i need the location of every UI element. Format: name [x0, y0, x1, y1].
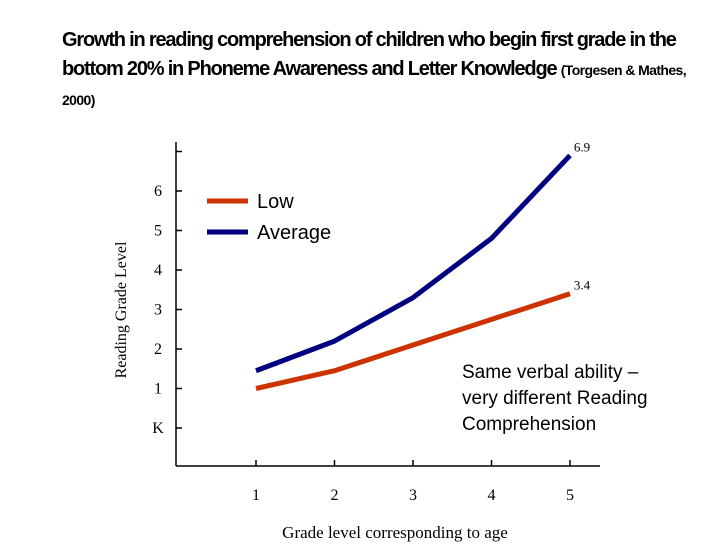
y-axis-label: Reading Grade Level — [113, 241, 130, 378]
legend-label: Average — [257, 222, 331, 244]
x-tick-label: 1 — [252, 487, 260, 504]
x-tick-label: 2 — [331, 487, 339, 504]
x-tick-label: 4 — [488, 487, 496, 504]
annotation-line: Comprehension — [462, 414, 597, 435]
chart-title-citation: (Torgesen & Mathes, 2000) — [62, 62, 687, 108]
y-tick-label: 1 — [154, 381, 162, 398]
annotation-note: Same verbal ability – very different Rea… — [462, 360, 722, 438]
y-tick-label: 6 — [154, 183, 162, 200]
y-tick-label: 4 — [154, 262, 162, 279]
x-tick-label: 3 — [409, 487, 417, 504]
series-line-average — [255, 153, 572, 374]
x-axis-label: Grade level corresponding to age — [282, 523, 508, 542]
y-tick-label: 2 — [154, 341, 162, 358]
data-label: 6.9 — [574, 139, 590, 154]
chart-series: 3.4 6.9 — [255, 139, 591, 391]
data-label: 3.4 — [574, 278, 591, 293]
annotation-line: Same verbal ability – — [462, 362, 639, 383]
series-line-low — [255, 291, 571, 391]
chart-title-main: Growth in reading comprehension of child… — [62, 29, 677, 80]
y-tick-label: 5 — [154, 223, 162, 240]
annotation-line: very different Reading — [462, 388, 648, 409]
chart-legend: Low Average — [207, 191, 331, 244]
y-tick-label: 3 — [154, 302, 162, 319]
legend-label: Low — [257, 191, 294, 213]
y-tick-label: K — [152, 420, 164, 437]
x-tick-label: 5 — [566, 487, 574, 504]
chart-axes: K 1 2 3 4 5 6 1 2 3 4 5 — [152, 142, 600, 504]
chart-title: Growth in reading comprehension of child… — [62, 26, 702, 115]
